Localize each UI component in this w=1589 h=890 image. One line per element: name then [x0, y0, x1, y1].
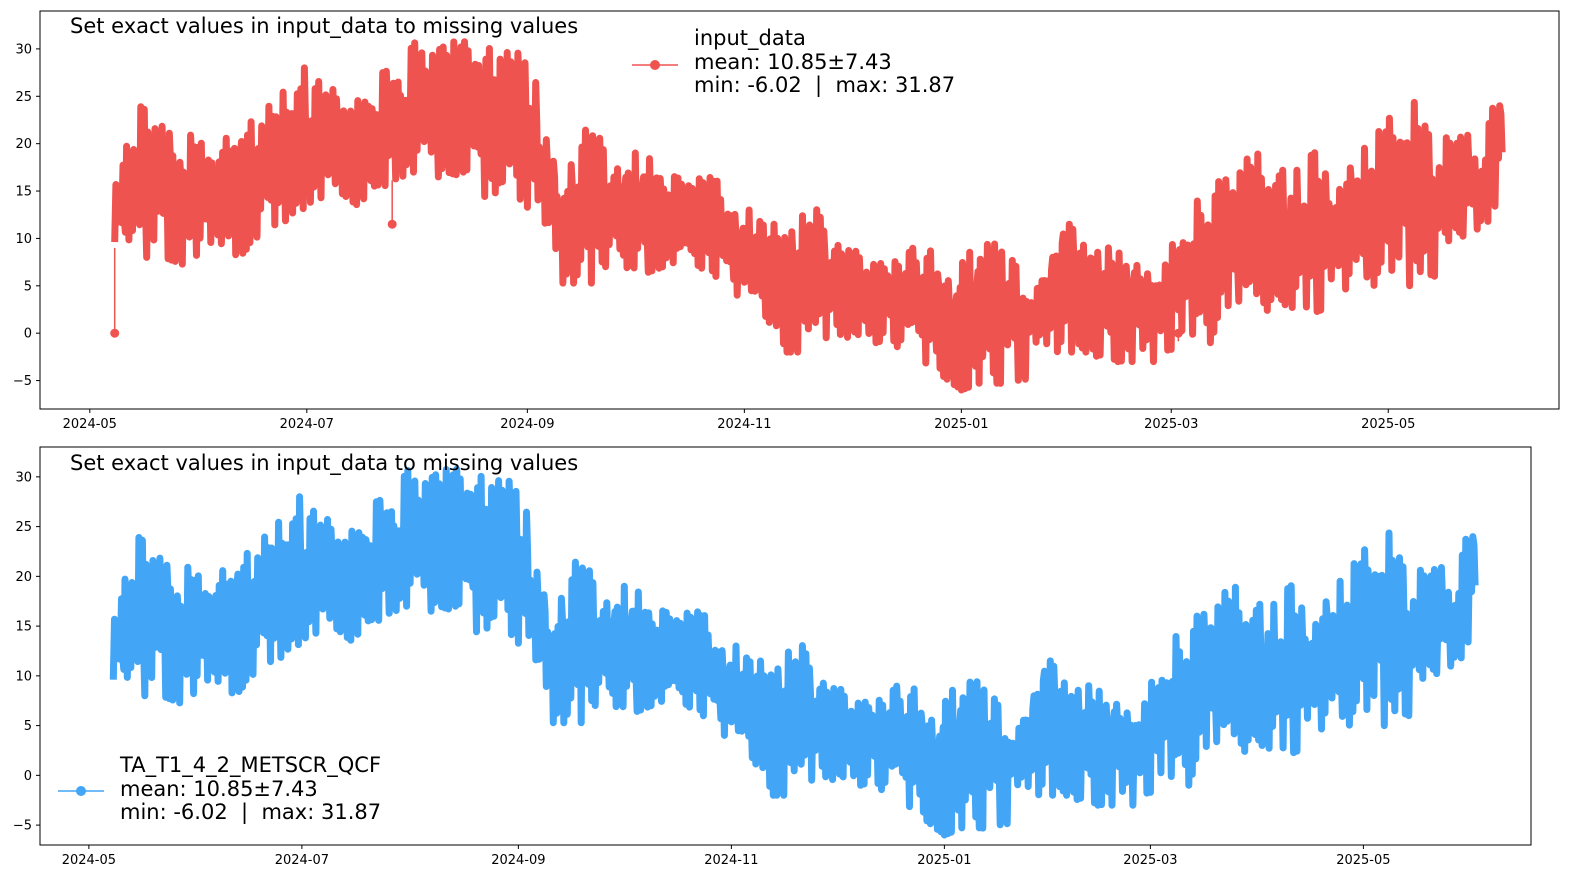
plot-area-frame	[39, 446, 1532, 846]
data-series-input-data	[110, 38, 1506, 394]
x-tick-label: 2024-07	[280, 417, 334, 432]
x-tick-label: 2025-05	[1361, 417, 1415, 432]
y-tick-label: 20	[15, 570, 32, 585]
y-tick-label: 30	[15, 42, 32, 57]
legend-min-max: min: -6.02 | max: 31.87	[694, 73, 955, 98]
y-tick-label: 25	[15, 90, 32, 105]
x-tick-label: 2024-09	[500, 417, 554, 432]
data-point	[387, 219, 397, 229]
chart-title: Set exact values in input_data to missin…	[70, 14, 578, 39]
data-series-ta-t1-4-2-metscr-qcf	[109, 465, 1479, 839]
x-tick-label: 2024-11	[717, 417, 771, 432]
legend-mean: mean: 10.85±7.43	[120, 777, 318, 801]
chart-panel-ta-t1-4-2-metscr-qcf: −5 0 5 10 15 20 25 30 2024-05 2024-07 2024-09 2024…	[13, 446, 1532, 868]
y-tick-label: 25	[15, 520, 32, 535]
y-tick-label: 10	[15, 232, 32, 247]
y-tick-label: 20	[15, 137, 32, 152]
y-tick-label: 5	[24, 279, 32, 294]
x-tick-label: 2025-03	[1123, 853, 1177, 868]
x-tick-label: 2024-05	[63, 417, 117, 432]
x-tick-label: 2024-09	[491, 853, 545, 868]
chart-title: Set exact values in input_data to missin…	[70, 451, 578, 476]
y-tick-label: 10	[15, 669, 32, 684]
legend-swatch-marker	[76, 786, 86, 796]
legend: input_data mean: 10.85±7.43 min: -6.02 |…	[632, 26, 955, 98]
x-tick-label: 2025-03	[1144, 417, 1198, 432]
y-tick-label: −5	[13, 819, 32, 834]
y-tick-label: −5	[13, 374, 32, 389]
x-tick-label: 2025-05	[1336, 853, 1390, 868]
legend-series-name: input_data	[694, 26, 806, 51]
legend-series-name: TA_T1_4_2_METSCR_QCF	[119, 753, 381, 778]
x-tick-label: 2024-07	[275, 853, 329, 868]
y-tick-label: 30	[15, 470, 32, 485]
x-tick-label: 2025-01	[934, 417, 988, 432]
plot-area-frame	[39, 10, 1560, 410]
data-point	[1173, 328, 1183, 338]
x-tick-label: 2024-05	[62, 853, 116, 868]
y-tick-label: 0	[24, 769, 32, 784]
legend: TA_T1_4_2_METSCR_QCF mean: 10.85±7.43 mi…	[58, 753, 381, 825]
legend-min-max: min: -6.02 | max: 31.87	[120, 800, 381, 825]
series-line	[109, 465, 1479, 839]
y-tick-label: 5	[24, 719, 32, 734]
series-line	[111, 38, 1506, 394]
legend-swatch-marker	[650, 60, 660, 70]
x-tick-label: 2024-11	[704, 853, 758, 868]
y-tick-label: 15	[15, 620, 32, 635]
data-point	[110, 328, 120, 338]
y-tick-label: 0	[24, 327, 32, 342]
x-tick-label: 2025-01	[917, 853, 971, 868]
legend-mean: mean: 10.85±7.43	[694, 50, 892, 74]
chart-panel-input-data: −5 0 5 10 15 20 25 30 2024-05 2024-07 2024-09 2024…	[13, 10, 1560, 432]
y-tick-label: 15	[15, 185, 32, 200]
